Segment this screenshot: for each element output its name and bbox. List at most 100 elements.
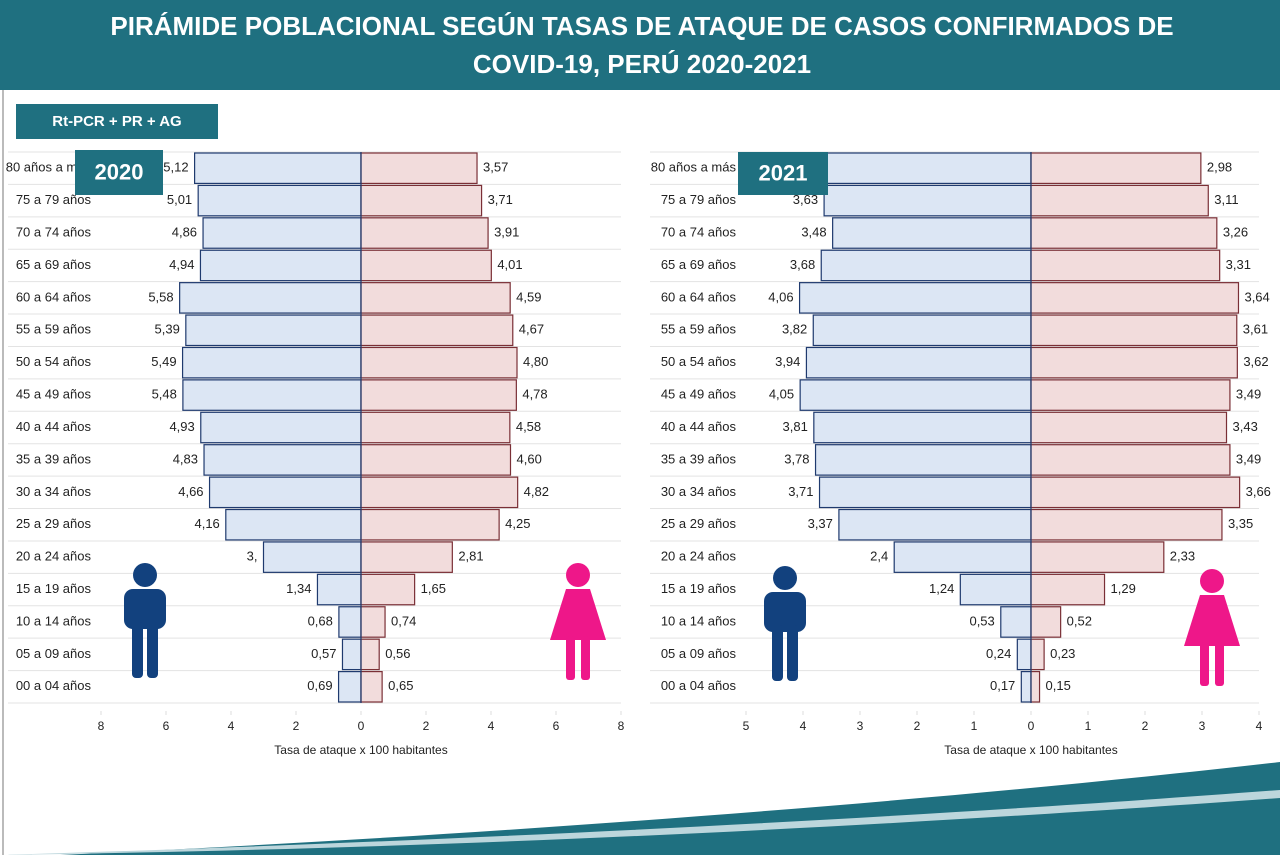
bar (1030, 573, 1106, 606)
bar (832, 217, 1032, 249)
value-label: 3,82 (782, 322, 807, 337)
value-label: 1,34 (286, 581, 311, 596)
category-label: 45 a 49 años (16, 387, 92, 402)
category-label: 35 a 39 años (16, 451, 92, 466)
bar (814, 444, 1032, 476)
category-label: 75 a 79 años (16, 192, 92, 207)
category-label: 75 a 79 años (661, 192, 737, 207)
category-label: 60 a 64 años (661, 289, 737, 304)
bar (1016, 638, 1032, 671)
bar (1030, 670, 1041, 703)
x-tick-label: 4 (228, 719, 235, 733)
x-tick-label: 6 (553, 719, 560, 733)
category-label: 25 a 29 años (16, 516, 92, 531)
x-tick-label: 1 (971, 719, 978, 733)
value-label: 0,68 (308, 613, 333, 628)
value-label: 0,74 (391, 613, 416, 628)
category-label: 10 a 14 años (661, 613, 737, 628)
x-tick-label: 0 (358, 719, 365, 733)
value-label: 4,16 (194, 516, 219, 531)
bar (1030, 638, 1045, 671)
x-axis-title: Tasa de ataque x 100 habitantes (274, 743, 447, 757)
x-tick-label: 4 (1256, 719, 1263, 733)
value-label: 4,67 (519, 322, 544, 337)
value-label: 0,15 (1046, 678, 1071, 693)
female-icon (1184, 569, 1240, 686)
value-label: 3,71 (788, 484, 813, 499)
value-label: 3,64 (1244, 289, 1269, 304)
bar (360, 282, 511, 314)
value-label: 4,05 (769, 387, 794, 402)
category-label: 00 a 04 años (16, 678, 92, 693)
value-label: 3,66 (1246, 484, 1271, 499)
x-tick-label: 8 (618, 719, 625, 733)
category-label: 55 a 59 años (16, 322, 92, 337)
bar (337, 670, 362, 703)
bar (360, 152, 478, 185)
value-label: 1,65 (421, 581, 446, 596)
bar (959, 573, 1032, 606)
bar (181, 346, 362, 379)
value-label: 4,58 (516, 419, 541, 434)
category-label: 35 a 39 años (661, 451, 737, 466)
header-band (0, 0, 1280, 90)
category-label: 70 a 74 años (661, 224, 737, 239)
bar (1030, 314, 1238, 347)
bar (818, 476, 1032, 509)
female-icon (550, 563, 606, 680)
category-label: 65 a 69 años (16, 257, 92, 272)
bar (194, 152, 362, 185)
category-label: 30 a 34 años (661, 484, 737, 499)
value-label: 3,48 (801, 224, 826, 239)
value-label: 3,11 (1214, 192, 1238, 207)
value-label: 3,37 (808, 516, 833, 531)
value-label: 4,06 (768, 289, 793, 304)
bar (360, 606, 386, 638)
category-label: 30 a 34 años (16, 484, 92, 499)
bar (1030, 606, 1062, 638)
bar (360, 314, 514, 347)
slide-title: COVID-19, PERÚ 2020-2021 (473, 49, 811, 79)
value-label: 4,66 (178, 484, 203, 499)
value-label: 3,35 (1228, 516, 1253, 531)
x-tick-label: 1 (1085, 719, 1092, 733)
footer-swoosh (60, 762, 1280, 855)
bar (208, 476, 362, 509)
bar (1030, 282, 1240, 314)
value-label: 2,33 (1170, 549, 1195, 564)
value-label: 3,81 (783, 419, 808, 434)
value-label: 4,01 (497, 257, 522, 272)
badge-box (16, 104, 218, 139)
value-label: 5,01 (167, 192, 192, 207)
year-box (75, 150, 163, 195)
bar (1030, 152, 1202, 185)
bar (182, 379, 362, 411)
bar (799, 379, 1032, 411)
value-label: 4,25 (505, 516, 530, 531)
value-label: 0,52 (1067, 613, 1092, 628)
category-label: 05 a 09 años (16, 646, 92, 661)
value-label: 4,80 (523, 354, 548, 369)
category-label: 60 a 64 años (16, 289, 92, 304)
value-label: 0,65 (388, 678, 413, 693)
bar (360, 638, 380, 671)
bar (360, 444, 512, 476)
bar (1020, 670, 1032, 703)
slide-title: PIRÁMIDE POBLACIONAL SEGÚN TASAS DE ATAQ… (110, 11, 1173, 41)
bar (360, 217, 489, 249)
bar (179, 282, 362, 314)
bar (812, 314, 1032, 347)
value-label: 3,71 (488, 192, 513, 207)
value-label: 3,31 (1226, 257, 1251, 272)
male-icon (764, 566, 806, 681)
chart-title: 2020 (95, 159, 144, 184)
bar (197, 184, 362, 217)
value-label: 4,83 (173, 451, 198, 466)
category-label: 00 a 04 años (661, 678, 737, 693)
bar (893, 541, 1032, 573)
value-label: 5,12 (163, 160, 188, 175)
category-label: 10 a 14 años (16, 613, 92, 628)
value-label: 3,57 (483, 160, 508, 175)
